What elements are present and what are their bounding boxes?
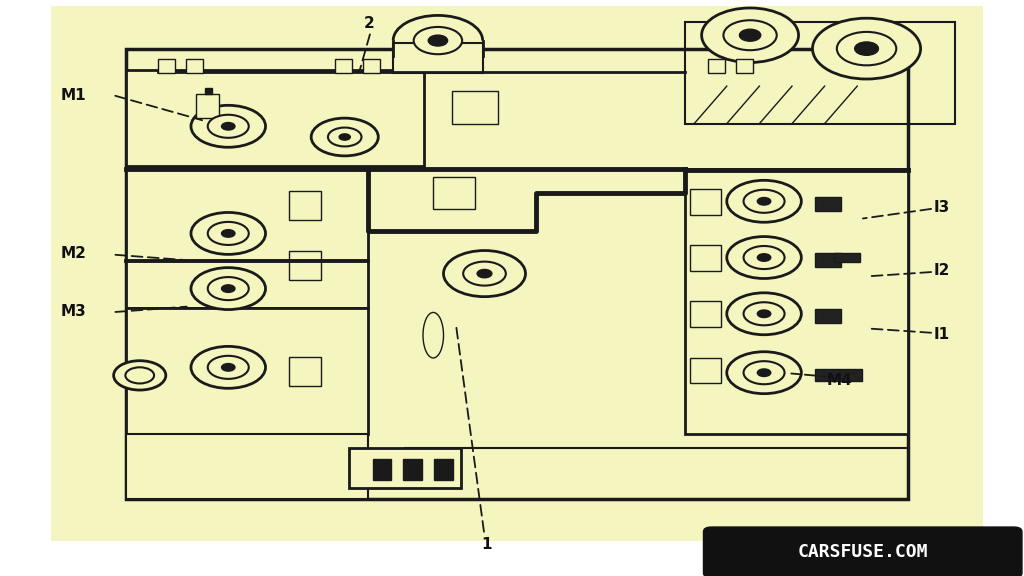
Circle shape (428, 35, 447, 46)
Circle shape (727, 237, 802, 279)
Circle shape (190, 213, 265, 255)
Bar (685, 22, 955, 124)
Circle shape (701, 8, 799, 62)
Circle shape (743, 190, 784, 213)
Circle shape (114, 361, 166, 390)
Circle shape (837, 32, 896, 65)
Bar (685, 169, 908, 434)
Circle shape (743, 302, 784, 325)
Circle shape (221, 285, 234, 293)
Bar (815, 197, 842, 211)
Bar (186, 59, 203, 73)
Circle shape (727, 180, 802, 222)
Circle shape (758, 198, 771, 205)
Circle shape (855, 42, 879, 55)
Circle shape (208, 277, 249, 300)
Text: M1: M1 (60, 88, 87, 103)
Bar (403, 460, 422, 480)
Circle shape (221, 363, 234, 371)
Bar (349, 448, 461, 488)
Bar (159, 59, 175, 73)
Bar (289, 251, 322, 280)
Bar (364, 59, 380, 73)
Circle shape (311, 118, 378, 156)
Text: M4: M4 (826, 373, 853, 388)
Bar (815, 309, 842, 323)
Circle shape (758, 369, 771, 377)
Circle shape (208, 222, 249, 245)
Circle shape (190, 268, 265, 309)
Text: 2: 2 (364, 16, 374, 31)
Ellipse shape (423, 312, 443, 358)
Bar (434, 460, 453, 480)
Bar (336, 59, 352, 73)
Text: I1: I1 (934, 327, 950, 342)
Bar (373, 460, 391, 480)
Circle shape (727, 352, 802, 393)
Circle shape (477, 270, 492, 278)
Circle shape (190, 346, 265, 388)
Bar (689, 301, 721, 327)
Bar (126, 169, 368, 308)
Circle shape (723, 20, 777, 50)
Bar (126, 434, 368, 499)
Bar (452, 92, 499, 124)
Circle shape (812, 18, 921, 79)
Circle shape (727, 293, 802, 335)
Circle shape (743, 246, 784, 269)
Text: M2: M2 (60, 246, 87, 261)
Bar (815, 253, 842, 267)
Text: 1: 1 (481, 537, 492, 552)
Bar (126, 70, 424, 166)
Bar (205, 88, 212, 94)
Text: I2: I2 (934, 263, 950, 278)
Text: I3: I3 (934, 200, 950, 215)
Circle shape (414, 27, 462, 54)
Circle shape (758, 310, 771, 317)
Circle shape (208, 115, 249, 138)
Circle shape (190, 105, 265, 147)
Bar (815, 369, 862, 381)
Circle shape (758, 254, 771, 262)
Bar (709, 59, 725, 73)
Circle shape (221, 230, 234, 237)
Bar (289, 191, 322, 220)
Circle shape (339, 134, 350, 140)
Bar (689, 189, 721, 215)
Bar (289, 357, 322, 386)
Bar (126, 308, 368, 434)
Circle shape (221, 123, 234, 130)
Bar (736, 59, 753, 73)
Circle shape (328, 127, 361, 146)
Text: M3: M3 (60, 304, 87, 319)
Bar (196, 94, 219, 118)
Circle shape (443, 251, 525, 297)
Bar (126, 48, 908, 499)
Bar (834, 253, 860, 262)
Circle shape (463, 262, 506, 286)
Bar (689, 245, 721, 271)
Bar (689, 358, 721, 384)
Bar (433, 177, 475, 209)
Bar (393, 43, 482, 73)
Circle shape (125, 367, 154, 384)
Circle shape (739, 29, 761, 41)
FancyBboxPatch shape (703, 527, 1022, 576)
Circle shape (208, 356, 249, 379)
Circle shape (743, 361, 784, 384)
Text: CARSFUSE.COM: CARSFUSE.COM (798, 543, 928, 562)
